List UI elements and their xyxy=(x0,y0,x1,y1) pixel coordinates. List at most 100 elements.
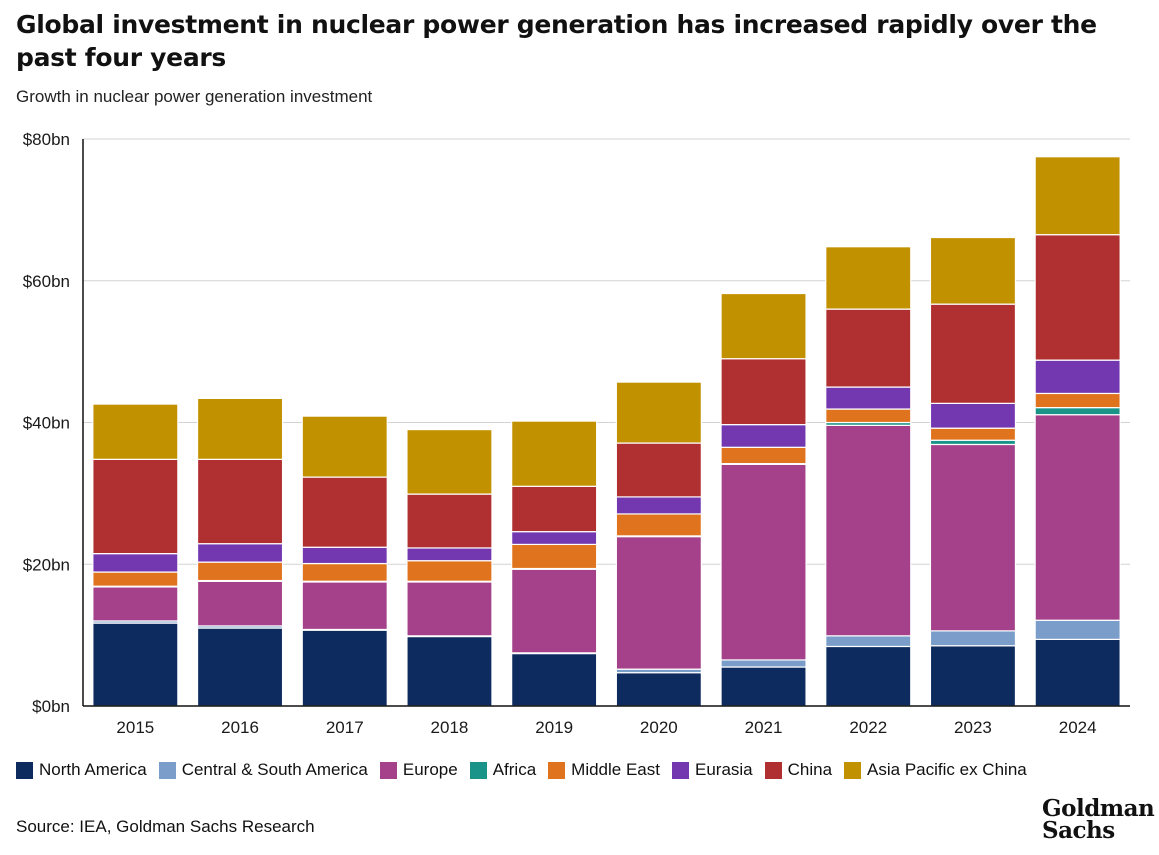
bar-segment xyxy=(720,358,807,426)
bar-segment xyxy=(301,415,388,478)
legend-label: North America xyxy=(39,760,147,779)
bar-segment xyxy=(825,424,912,637)
bar-segment xyxy=(92,586,179,622)
source-note: Source: IEA, Goldman Sachs Research xyxy=(16,817,315,836)
bar-segment xyxy=(406,635,493,707)
legend-swatch xyxy=(379,761,397,779)
x-tick-label: 2024 xyxy=(1059,718,1097,737)
legend-swatch xyxy=(844,761,862,779)
bar-segment xyxy=(825,408,912,424)
x-tick-label: 2022 xyxy=(849,718,887,737)
x-tick-label: 2017 xyxy=(326,718,364,737)
bar-segment xyxy=(92,571,179,587)
x-axis-ticks: 2015 2016 2017 2018 2019 2020 2021 2022 2023 2024 xyxy=(116,718,1096,737)
y-tick-label: $40bn xyxy=(23,414,70,433)
bar-segment xyxy=(929,427,1017,441)
legend-label: Asia Pacific ex China xyxy=(867,760,1027,779)
bar-segment xyxy=(720,666,807,707)
bar-segment xyxy=(615,672,702,707)
y-axis-ticks: $0bn $20bn $40bn $60bn $80bn xyxy=(23,130,70,716)
bar-segment xyxy=(1034,234,1121,361)
legend-label: Africa xyxy=(492,760,537,779)
axes xyxy=(82,139,1130,707)
legend-label: China xyxy=(787,760,833,779)
bar-segment xyxy=(825,645,912,707)
bar-segment xyxy=(511,652,598,707)
legend-label: Europe xyxy=(402,760,458,779)
x-tick-label: 2019 xyxy=(535,718,573,737)
chart-subtitle: Growth in nuclear power generation inves… xyxy=(16,87,373,106)
bar-segment xyxy=(92,458,179,555)
legend-item: Africa xyxy=(469,760,537,780)
bar-segment xyxy=(92,622,179,707)
bar-segment xyxy=(511,420,598,487)
bar-segment xyxy=(929,443,1017,632)
legend-swatch xyxy=(548,761,566,779)
legend-swatch xyxy=(158,761,176,779)
bar-segment xyxy=(929,645,1017,707)
bar-segment xyxy=(196,580,284,627)
chart-legend: North America Central & South America Euro… xyxy=(16,760,1027,780)
bars xyxy=(92,156,1121,707)
bar-segment xyxy=(929,439,1017,446)
bar-segment xyxy=(720,424,807,448)
chart-title: Global investment in nuclear power gener… xyxy=(16,10,1097,72)
bar-segment xyxy=(301,581,388,631)
bar-segment xyxy=(92,403,179,460)
bar-segment xyxy=(720,463,807,661)
bar-segment xyxy=(615,513,702,537)
legend-item: China xyxy=(764,760,833,780)
legend-item: North America xyxy=(16,760,147,780)
legend-item: Europe xyxy=(379,760,458,780)
y-tick-label: $0bn xyxy=(32,697,70,716)
bar-segment xyxy=(615,381,702,444)
bar-segment xyxy=(1034,414,1121,621)
bar-segment xyxy=(720,446,807,465)
y-tick-label: $60bn xyxy=(23,272,70,291)
bar-segment xyxy=(1034,392,1121,409)
legend-item: Middle East xyxy=(548,760,660,780)
bar-segment xyxy=(720,659,807,668)
legend-swatch xyxy=(16,761,33,779)
bar-segment xyxy=(929,303,1017,404)
bar-segment xyxy=(1034,619,1121,640)
legend-label: Middle East xyxy=(571,760,660,779)
bar-segment xyxy=(511,543,598,570)
legend-label: Eurasia xyxy=(694,760,753,779)
y-tick-label: $80bn xyxy=(23,130,70,149)
bar-segment xyxy=(511,568,598,654)
goldman-sachs-logo: Goldman Sachs xyxy=(1042,795,1155,842)
bar-segment xyxy=(825,386,912,410)
bar-segment xyxy=(929,402,1017,429)
x-tick-label: 2023 xyxy=(954,718,992,737)
bar-segment xyxy=(406,581,493,637)
bar-segment xyxy=(615,536,702,670)
bar-segment xyxy=(406,493,493,549)
legend-label: Central & South America xyxy=(181,760,368,779)
bar-segment xyxy=(511,485,598,533)
bar-segment xyxy=(406,560,493,582)
bar-segment xyxy=(1034,407,1121,416)
bar-segment xyxy=(196,458,284,545)
stacked-bar-chart: $0bn$20bn$40bn$60bn$80bn 2015 2016 2017 201… xyxy=(23,130,1130,737)
bar-segment xyxy=(511,531,598,546)
legend-swatch xyxy=(671,761,689,779)
bar-segment xyxy=(615,496,702,515)
bar-segment xyxy=(196,561,284,582)
legend-swatch xyxy=(469,761,487,779)
bar-segment xyxy=(825,308,912,388)
legend-swatch xyxy=(764,761,782,779)
bar-segment xyxy=(301,562,388,582)
x-tick-label: 2016 xyxy=(221,718,259,737)
legend-item: Central & South America xyxy=(158,760,368,780)
bar-segment xyxy=(92,553,179,573)
bar-segment xyxy=(929,630,1017,647)
bar-segment xyxy=(720,292,807,360)
bar-segment xyxy=(196,627,284,707)
legend-item: Eurasia xyxy=(671,760,753,780)
logo-line-1: Goldman xyxy=(1042,795,1155,822)
bar-segment xyxy=(406,428,493,495)
bar-segment xyxy=(301,629,388,707)
legend-item: Asia Pacific ex China xyxy=(844,760,1027,780)
x-tick-label: 2015 xyxy=(116,718,154,737)
